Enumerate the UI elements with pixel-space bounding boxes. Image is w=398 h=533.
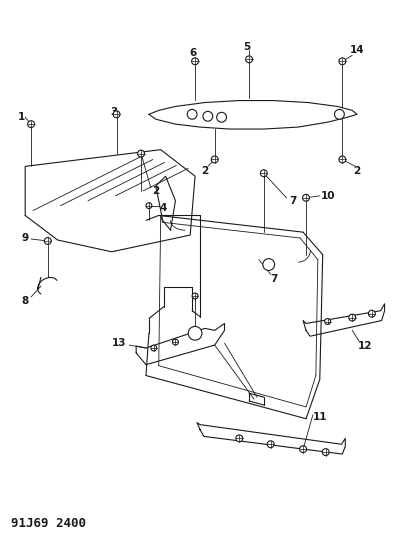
- Circle shape: [349, 314, 356, 321]
- Circle shape: [267, 441, 274, 448]
- Circle shape: [151, 345, 157, 351]
- Text: 5: 5: [244, 42, 251, 52]
- Text: 10: 10: [320, 191, 335, 201]
- Circle shape: [113, 111, 120, 118]
- Text: 13: 13: [112, 338, 127, 348]
- Text: 8: 8: [21, 296, 29, 306]
- Circle shape: [325, 319, 331, 325]
- Circle shape: [236, 435, 243, 442]
- Circle shape: [322, 449, 329, 456]
- Text: 9: 9: [21, 233, 29, 243]
- Circle shape: [192, 293, 198, 299]
- Text: 2: 2: [201, 166, 209, 176]
- Circle shape: [138, 150, 144, 157]
- Circle shape: [300, 446, 306, 453]
- Text: 3: 3: [110, 107, 117, 117]
- Circle shape: [260, 170, 267, 176]
- Circle shape: [191, 58, 199, 64]
- Circle shape: [172, 339, 178, 345]
- Circle shape: [217, 112, 226, 122]
- Text: 2: 2: [353, 166, 361, 176]
- Circle shape: [339, 58, 346, 64]
- Text: 2: 2: [152, 186, 160, 196]
- Text: 7: 7: [290, 196, 297, 206]
- Circle shape: [187, 109, 197, 119]
- Text: 7: 7: [270, 274, 277, 284]
- Circle shape: [188, 326, 202, 340]
- Circle shape: [339, 156, 346, 163]
- Circle shape: [211, 156, 218, 163]
- Text: 6: 6: [189, 49, 197, 59]
- Text: 1: 1: [18, 112, 25, 122]
- Circle shape: [369, 310, 375, 317]
- Circle shape: [334, 109, 344, 119]
- Circle shape: [246, 56, 252, 63]
- Text: 11: 11: [312, 412, 327, 422]
- Circle shape: [263, 259, 275, 270]
- Text: 91J69 2400: 91J69 2400: [12, 517, 86, 530]
- Text: 14: 14: [350, 45, 365, 55]
- Text: 4: 4: [160, 203, 167, 213]
- Text: 12: 12: [358, 341, 372, 351]
- Circle shape: [44, 238, 51, 245]
- Circle shape: [146, 203, 152, 208]
- Circle shape: [302, 195, 310, 201]
- Circle shape: [203, 111, 213, 121]
- Circle shape: [27, 120, 35, 127]
